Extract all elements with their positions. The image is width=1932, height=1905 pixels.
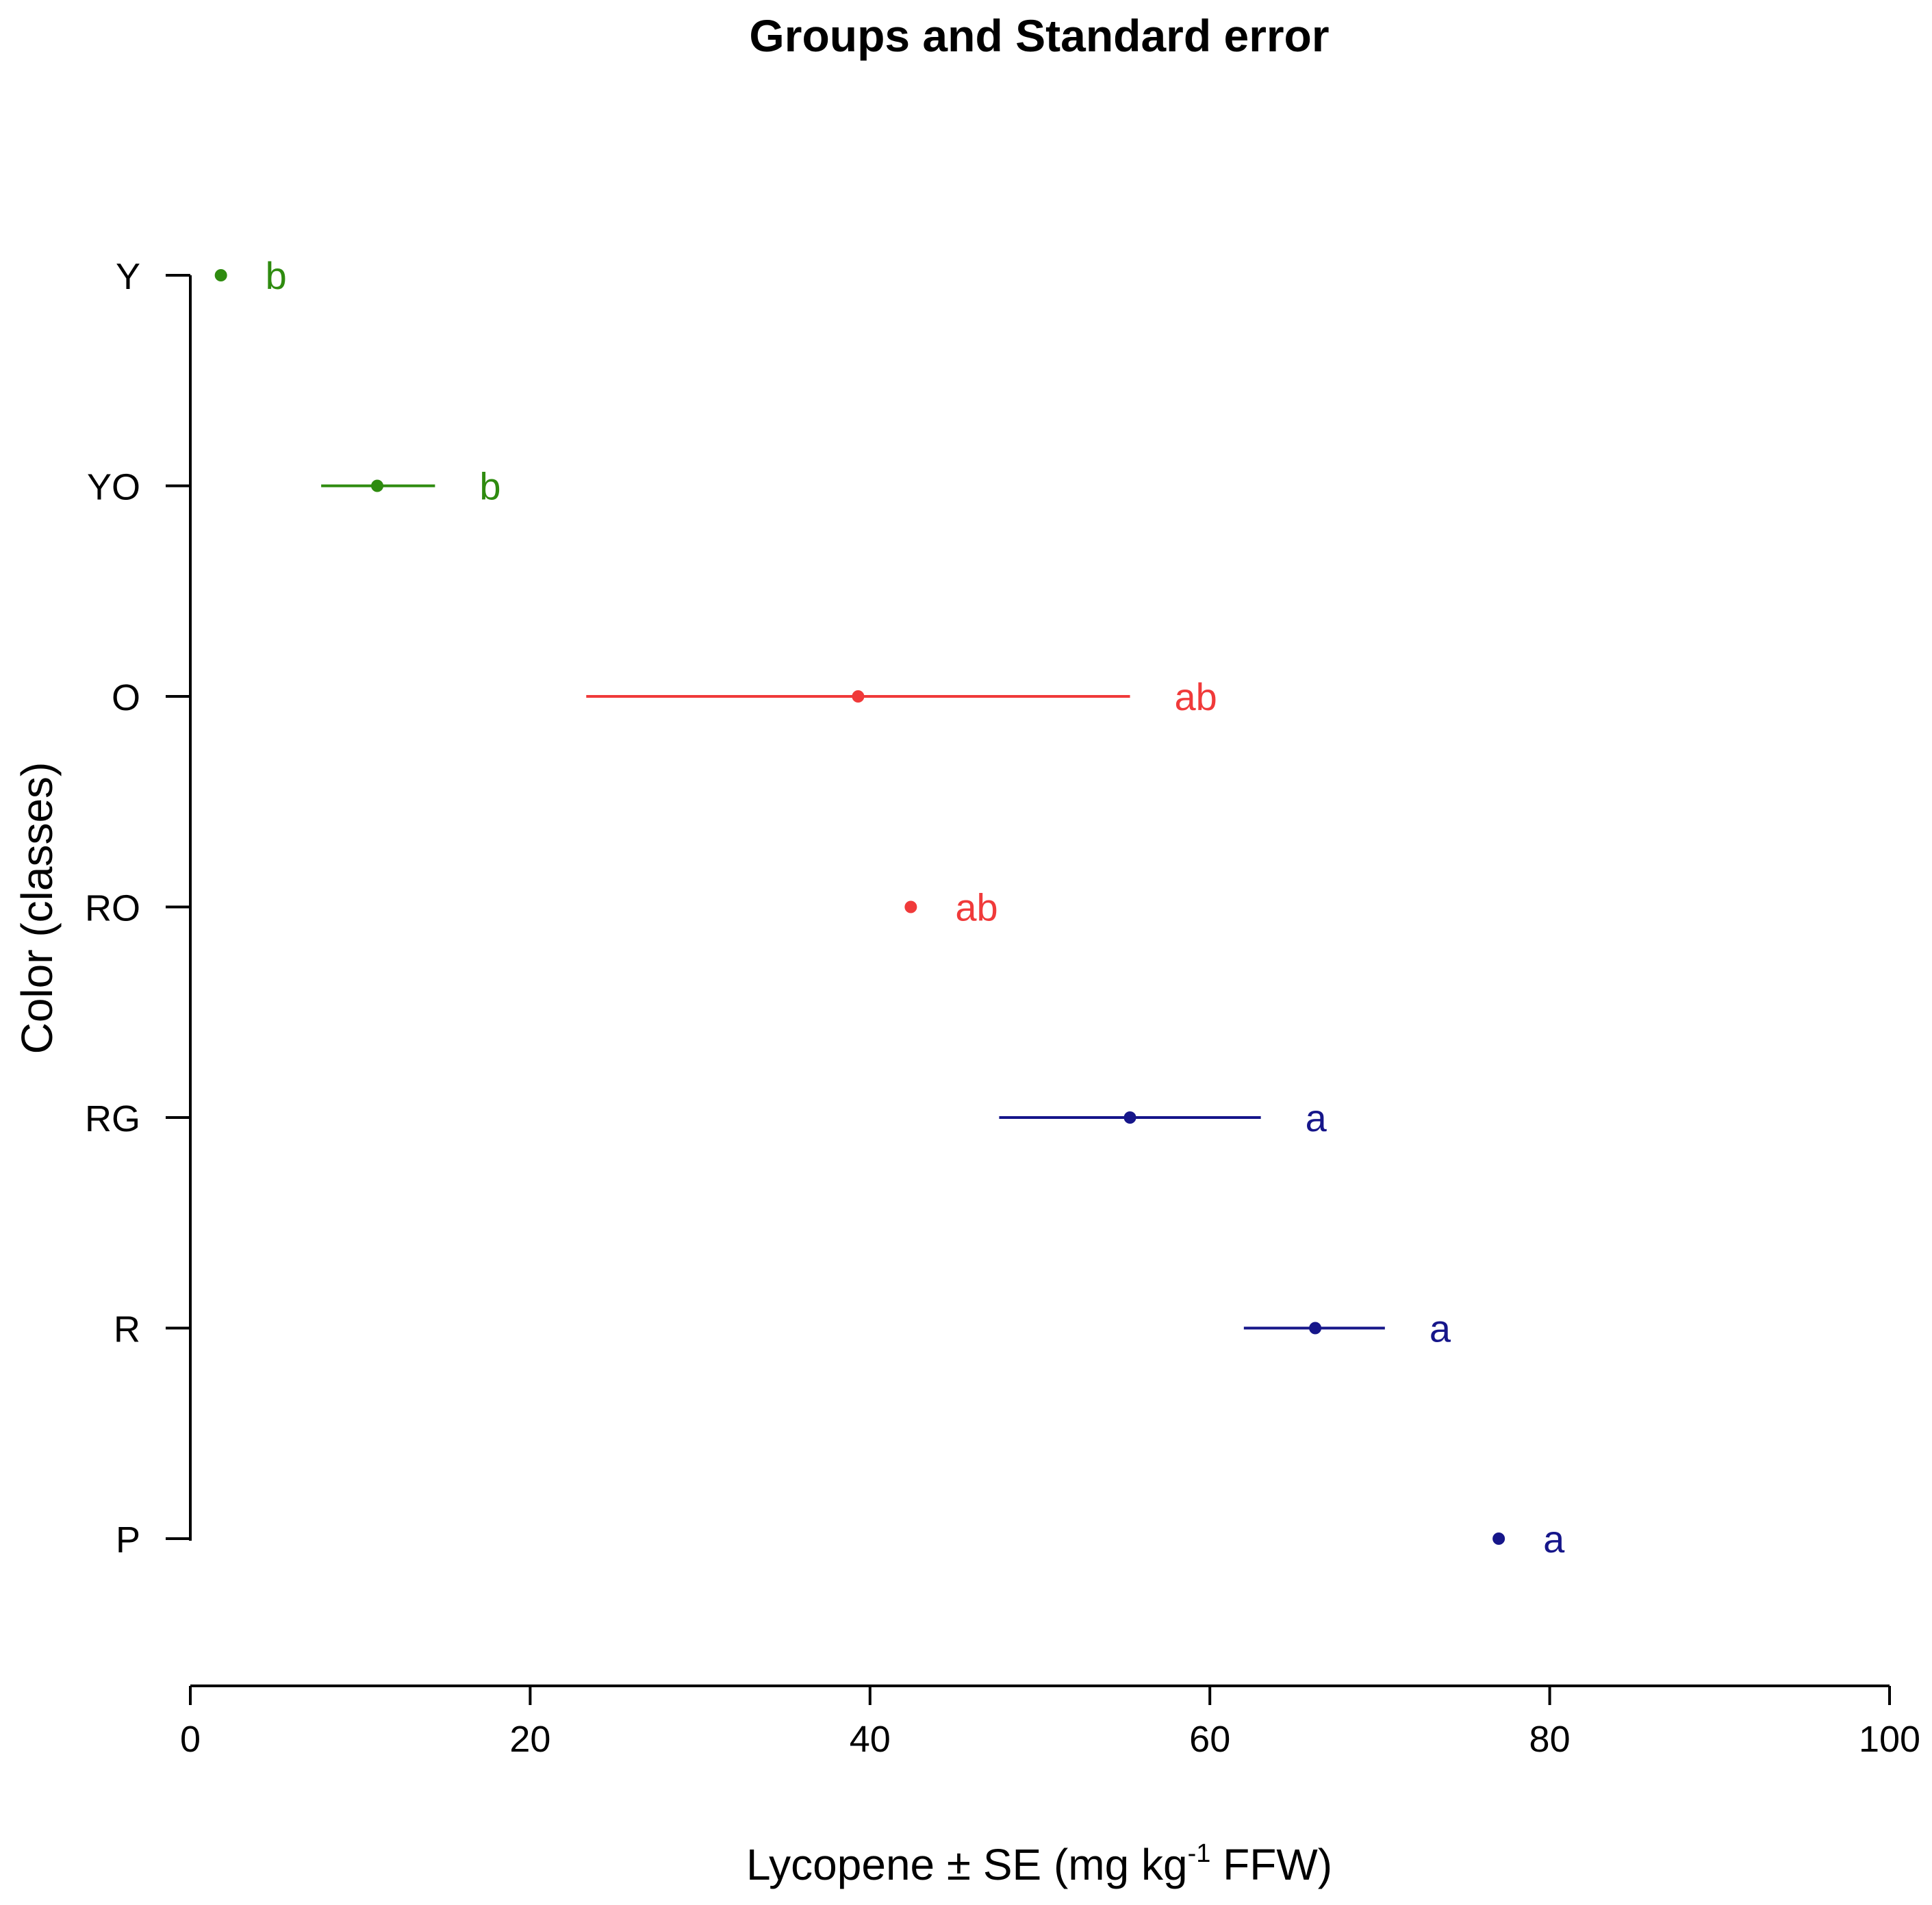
mean-point (852, 690, 865, 703)
data-point-group: a (1243, 1307, 1451, 1350)
x-tick-label: 0 (180, 1719, 201, 1760)
mean-point (1492, 1532, 1505, 1545)
data-marks: b b ab ab a a a (214, 254, 1565, 1561)
x-tick-label: 80 (1529, 1719, 1571, 1760)
y-tick-label: R (114, 1309, 140, 1350)
x-axis-title-suffix: FFW) (1210, 1840, 1332, 1889)
y-tick-label: YO (87, 467, 140, 508)
mean-point (371, 479, 384, 492)
group-letter: ab (1175, 675, 1217, 718)
chart-title: Groups and Standard error (749, 10, 1329, 61)
data-point-group: ab (904, 886, 998, 929)
data-point-group: a (999, 1096, 1327, 1139)
y-tick-label: RG (85, 1098, 140, 1139)
y-axis-title: Color (classes) (12, 762, 62, 1055)
y-tick-label: Y (116, 256, 140, 297)
x-tick-label: 100 (1859, 1719, 1920, 1760)
group-letter: ab (955, 886, 997, 929)
y-tick-label: P (116, 1519, 140, 1561)
x-tick-label: 60 (1189, 1719, 1230, 1760)
y-axis-ticks: Y YO O RO RG R P (85, 256, 190, 1561)
mean-point (214, 269, 227, 281)
y-tick-label: RO (85, 888, 140, 929)
x-axis-ticks: 0 20 40 60 80 100 (180, 1686, 1920, 1760)
x-tick-label: 40 (850, 1719, 891, 1760)
data-point-group: ab (586, 675, 1217, 718)
y-tick-label: O (112, 677, 140, 718)
x-axis-title-main: Lycopene ± SE (mg kg (746, 1840, 1188, 1889)
group-letter: b (479, 465, 500, 508)
group-letter: a (1543, 1517, 1565, 1561)
data-point-group: b (214, 254, 287, 297)
mean-point (1309, 1322, 1322, 1335)
mean-point (904, 900, 917, 913)
x-axis-title-superscript: -1 (1188, 1839, 1211, 1868)
x-axis-title: Lycopene ± SE (mg kg-1 FFW) (746, 1839, 1332, 1889)
mean-point (1123, 1111, 1136, 1124)
group-letter: a (1306, 1096, 1327, 1139)
data-point-group: b (321, 465, 501, 508)
group-letter: a (1429, 1307, 1451, 1350)
x-tick-label: 20 (509, 1719, 550, 1760)
data-point-group: a (1492, 1517, 1565, 1561)
group-letter: b (266, 254, 287, 297)
